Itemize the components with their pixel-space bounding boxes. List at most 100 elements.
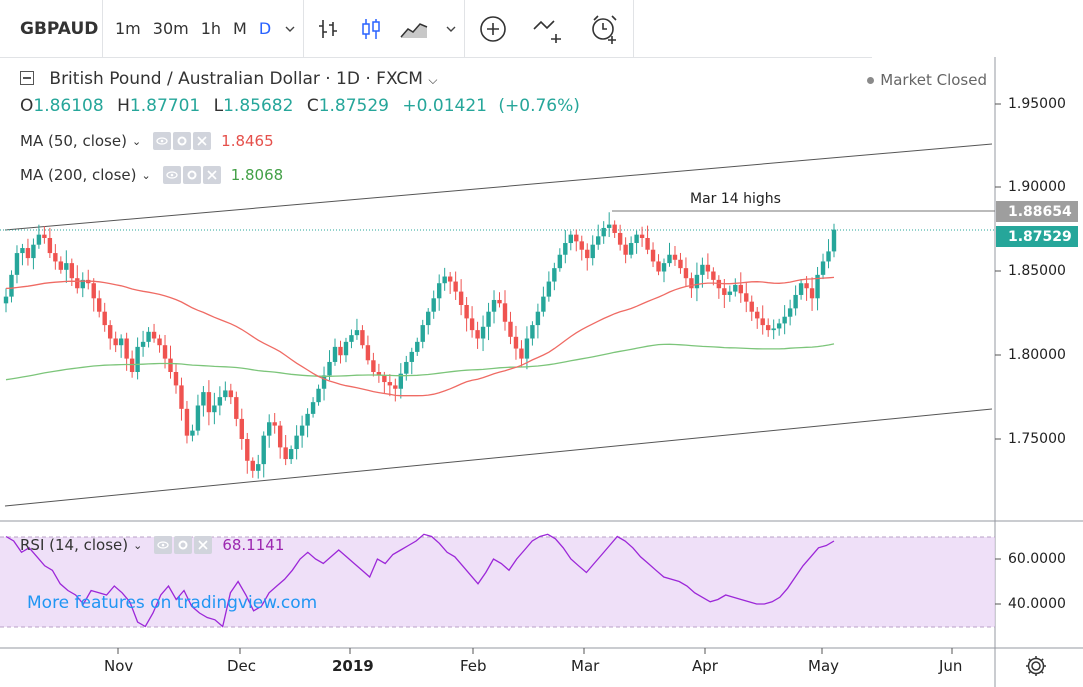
gear-icon[interactable]	[182, 166, 201, 184]
chevron-down-icon[interactable]: ⌵	[428, 73, 438, 87]
candle-body	[3, 296, 9, 304]
close-icon[interactable]	[193, 132, 212, 150]
candle-body	[738, 284, 743, 294]
compare-icon[interactable]	[521, 0, 577, 57]
candle-body	[596, 236, 601, 245]
candle-body	[365, 345, 371, 361]
candle-body	[776, 323, 782, 329]
candle-body	[634, 234, 639, 244]
chevron-down-icon[interactable]	[277, 22, 303, 36]
gear-icon[interactable]	[174, 536, 193, 554]
timeframe-d[interactable]: D	[258, 19, 272, 38]
bar-style-icon[interactable]	[304, 0, 352, 57]
candle-body	[305, 413, 310, 426]
candle-body	[20, 248, 25, 254]
candle-body	[201, 392, 206, 406]
candle-body	[787, 308, 793, 317]
candle-body	[508, 321, 513, 337]
chevron-down-icon[interactable]: ⌄	[131, 134, 142, 148]
rsi-value: 68.1141	[222, 536, 285, 554]
market-status: Market Closed	[867, 71, 987, 89]
time-axis-label: Dec	[227, 657, 257, 675]
timeframe-1h[interactable]: 1h	[200, 19, 222, 38]
chevron-down-icon[interactable]: ⌄	[141, 168, 151, 182]
candle-body	[541, 296, 546, 312]
toolbar-divider	[633, 0, 635, 57]
candle-body	[343, 341, 349, 356]
candle-body	[661, 263, 667, 272]
close-icon[interactable]	[202, 166, 221, 184]
candle-body	[162, 345, 168, 359]
chart-title[interactable]: British Pound / Australian Dollar · 1D ·…	[49, 69, 423, 89]
candle-body	[97, 298, 102, 312]
candle-body	[53, 253, 58, 262]
candle-style-icon[interactable]	[352, 0, 390, 57]
candle-body	[480, 326, 486, 339]
add-indicator-icon[interactable]	[465, 0, 521, 57]
candle-body	[118, 338, 124, 346]
channel-upper-line[interactable]	[4, 143, 993, 231]
area-style-icon[interactable]	[390, 0, 438, 57]
eye-icon[interactable]	[153, 132, 172, 150]
collapse-icon[interactable]	[20, 71, 34, 85]
timeframe-m[interactable]: M	[233, 19, 247, 38]
candle-body	[58, 261, 64, 270]
timeframe-1m[interactable]: 1m	[115, 19, 141, 38]
alert-icon[interactable]	[577, 0, 633, 57]
gear-icon[interactable]	[173, 132, 192, 150]
candle-body	[782, 316, 787, 324]
candle-body	[239, 418, 244, 439]
candle-body	[672, 254, 678, 260]
time-axis-label: Mar	[571, 657, 600, 675]
candle-body	[744, 293, 749, 302]
ma200-label[interactable]: MA (200, close)	[20, 166, 137, 184]
time-axis-label: 2019	[332, 657, 374, 675]
candle-body	[124, 338, 129, 359]
candle-body	[272, 422, 277, 426]
mar-14-highs-label[interactable]: Mar 14 highs	[690, 191, 781, 207]
candle-body	[628, 243, 634, 255]
chevron-down-icon[interactable]: ⌄	[133, 538, 143, 552]
eye-icon[interactable]	[162, 166, 181, 184]
close-icon[interactable]	[194, 536, 213, 554]
settings-gear-icon[interactable]	[1024, 654, 1048, 678]
timeframe-30m[interactable]: 30m	[152, 19, 189, 38]
candle-body	[168, 358, 173, 372]
ma50-label[interactable]: MA (50, close)	[20, 132, 127, 150]
channel-lower-line[interactable]	[4, 408, 993, 507]
candle-body	[206, 392, 212, 413]
rsi-label[interactable]: RSI (14, close)	[20, 536, 129, 554]
candle-body	[601, 227, 606, 237]
candle-body	[360, 330, 365, 346]
candle-body	[711, 271, 716, 280]
candlesticks	[3, 212, 837, 479]
time-axis-label: May	[808, 657, 840, 675]
candle-body	[107, 325, 113, 339]
chevron-down-icon[interactable]	[438, 22, 464, 36]
symbol-search[interactable]: GBPAUD	[20, 18, 99, 39]
candle-body	[689, 278, 694, 289]
candle-body	[371, 360, 376, 372]
candle-body	[91, 283, 96, 299]
candle-body	[486, 311, 491, 327]
candle-body	[705, 264, 711, 272]
candle-body	[524, 338, 530, 359]
price-axis-label: 1.90000	[1008, 179, 1066, 195]
candle-body	[217, 397, 223, 406]
candle-body	[497, 299, 502, 304]
candle-body	[146, 331, 151, 342]
candle-body	[453, 281, 458, 292]
candle-body	[310, 402, 316, 414]
candle-body	[563, 243, 568, 255]
candle-body	[656, 261, 661, 272]
rsi-axis-label: 40.0000	[1008, 596, 1066, 612]
candle-body	[535, 311, 541, 326]
candle-body	[826, 251, 831, 262]
eye-icon[interactable]	[154, 536, 173, 554]
candle-body	[436, 283, 442, 299]
candle-body	[404, 361, 409, 374]
tradingview-watermark[interactable]: More features on tradingview.com	[27, 593, 318, 613]
candle-body	[267, 422, 272, 436]
close-value: 1.87529	[318, 96, 390, 116]
